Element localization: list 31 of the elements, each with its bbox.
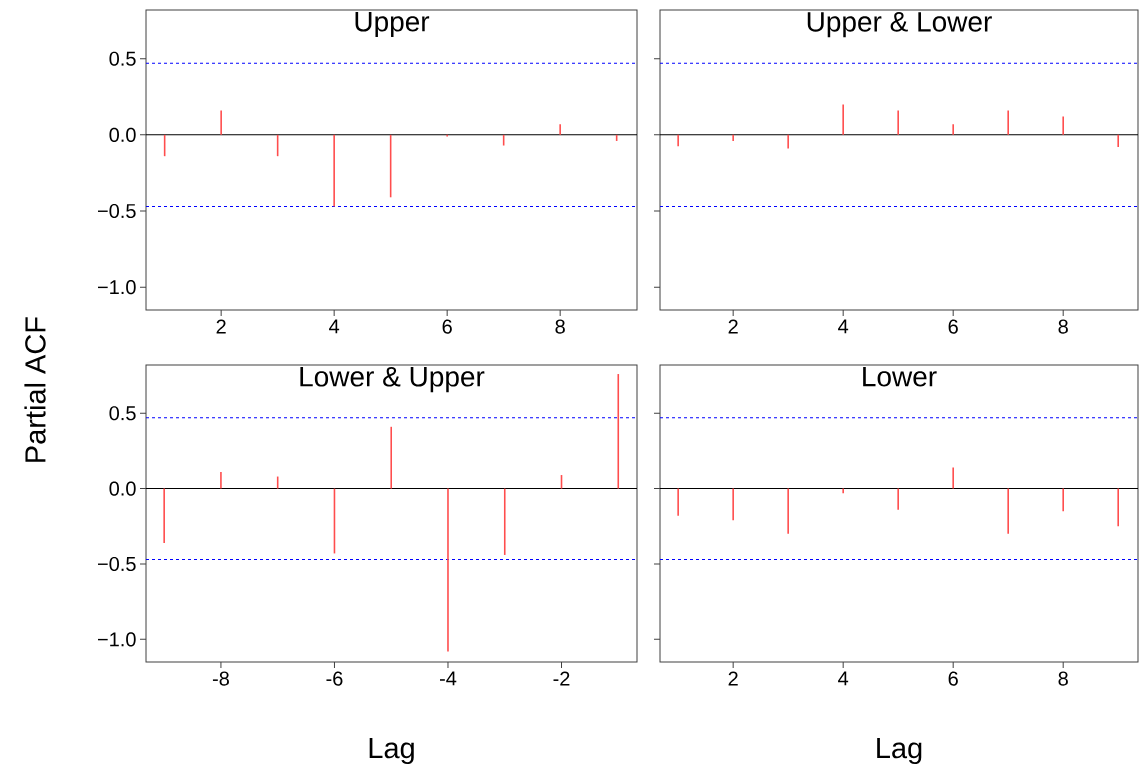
x-tick-label: 2 (728, 671, 738, 686)
x-tick-label: 4 (838, 671, 849, 686)
x-tick-label: 8 (1058, 671, 1068, 686)
y-tick-label: 0.5 (109, 406, 136, 421)
y-tick-label: 0.5 (109, 51, 136, 66)
x-tick-label: 2 (728, 319, 738, 334)
x-tick-label: -2 (553, 671, 570, 686)
x-tick-label: -8 (212, 671, 229, 686)
x-axis-title: Lag (877, 738, 922, 765)
x-tick-label: -4 (439, 671, 457, 686)
x-tick-label: 8 (1058, 319, 1068, 334)
x-tick-label: 6 (442, 319, 452, 334)
chart-title: Upper & Lower (807, 12, 992, 38)
x-tick-label: 4 (838, 319, 849, 334)
x-tick-label: 6 (948, 319, 958, 334)
y-tick-label: 0.0 (109, 127, 136, 142)
chart-title: Lower (863, 366, 937, 387)
y-tick-label: 0.0 (109, 481, 136, 496)
y-axis-title: Partial ACF (24, 317, 46, 462)
x-axis-title: Lag (369, 738, 414, 765)
chart-title: Upper (355, 12, 430, 38)
y-tick-label: −1.0 (97, 632, 136, 647)
x-tick-label: 8 (555, 319, 565, 334)
y-tick-label: −0.5 (97, 556, 136, 572)
x-tick-label: 4 (329, 319, 340, 334)
y-tick-label: −0.5 (97, 203, 136, 219)
x-tick-label: 2 (216, 319, 226, 334)
x-tick-label: -6 (326, 671, 343, 686)
chart-title: Lower & Upper (300, 366, 485, 393)
x-tick-label: 6 (948, 671, 958, 686)
y-tick-label: −1.0 (97, 280, 136, 295)
